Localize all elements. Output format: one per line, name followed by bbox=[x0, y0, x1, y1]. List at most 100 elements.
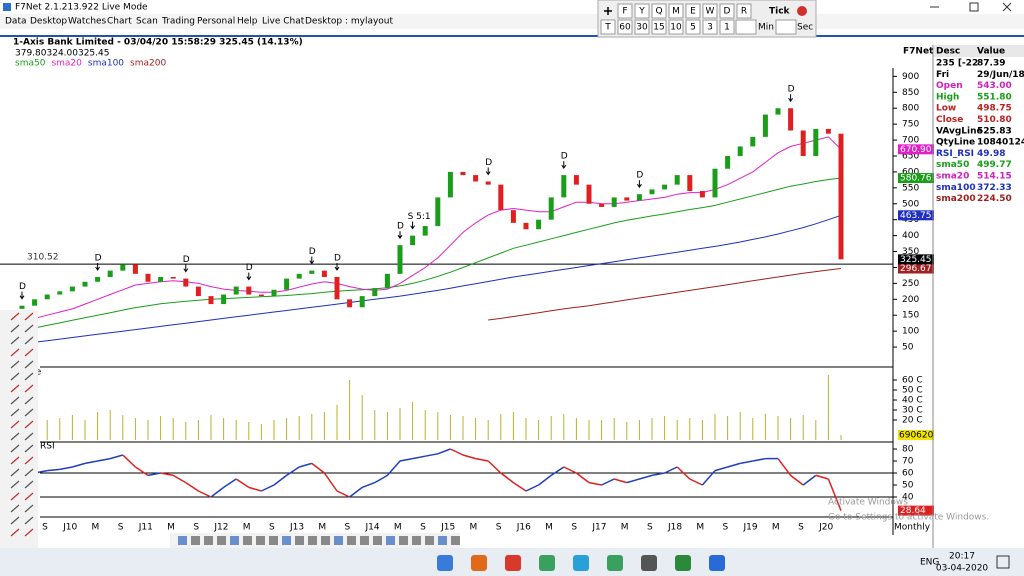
y-tick-label: 750 bbox=[902, 120, 919, 130]
tick-button[interactable]: Tick bbox=[769, 7, 791, 17]
period-button[interactable] bbox=[685, 19, 701, 35]
drawing-tool[interactable] bbox=[10, 396, 34, 405]
min-input[interactable] bbox=[735, 19, 757, 35]
notification[interactable] bbox=[996, 555, 1010, 569]
candle bbox=[548, 197, 554, 220]
chart-tool[interactable] bbox=[256, 536, 265, 545]
drawing-tool[interactable] bbox=[10, 384, 34, 393]
period-button[interactable] bbox=[600, 19, 616, 35]
price-marker-label: 670.90 bbox=[900, 145, 932, 155]
drawing-tool[interactable] bbox=[10, 336, 34, 345]
chart-tool[interactable] bbox=[282, 536, 291, 545]
chart-tool[interactable] bbox=[321, 536, 330, 545]
menu-item[interactable]: Scan bbox=[136, 17, 158, 27]
chart-tool[interactable] bbox=[191, 536, 200, 545]
period-button[interactable] bbox=[617, 19, 633, 35]
chart-tool[interactable] bbox=[269, 536, 278, 545]
sec-input[interactable] bbox=[775, 19, 797, 35]
close-toolbar[interactable] bbox=[797, 6, 807, 16]
period-button[interactable] bbox=[702, 3, 718, 19]
taskbar-app[interactable] bbox=[641, 555, 657, 571]
menu-item[interactable]: Trading bbox=[161, 17, 195, 27]
chart-tool[interactable] bbox=[230, 536, 239, 545]
x-tick-label: M bbox=[92, 523, 100, 533]
drawing-tool[interactable] bbox=[10, 432, 34, 441]
sec-label: Sec bbox=[797, 23, 813, 33]
period-button[interactable] bbox=[668, 19, 684, 35]
drawing-tool[interactable] bbox=[10, 504, 34, 513]
candle bbox=[725, 155, 731, 169]
maximize[interactable] bbox=[969, 2, 979, 12]
taskbar-app[interactable] bbox=[573, 555, 589, 571]
menu-item[interactable]: Desktop : mylayout bbox=[305, 17, 394, 27]
drawing-tool[interactable] bbox=[10, 348, 34, 357]
chart-tool[interactable] bbox=[334, 536, 343, 545]
period-button[interactable] bbox=[736, 3, 752, 19]
chart-tool[interactable] bbox=[373, 536, 382, 545]
period-button[interactable] bbox=[634, 19, 650, 35]
chart-tool[interactable] bbox=[243, 536, 252, 545]
drawing-tool[interactable] bbox=[10, 468, 34, 477]
drawing-tool[interactable] bbox=[10, 360, 34, 369]
x-tick-label: S bbox=[496, 523, 502, 533]
chart-tool[interactable] bbox=[438, 536, 447, 545]
chart-tool[interactable] bbox=[178, 536, 187, 545]
taskbar-app[interactable] bbox=[471, 555, 487, 571]
drawing-tool[interactable] bbox=[10, 324, 34, 333]
period-button[interactable] bbox=[719, 3, 735, 19]
taskbar-app[interactable] bbox=[607, 555, 623, 571]
period-button[interactable] bbox=[685, 3, 701, 19]
period-button[interactable] bbox=[668, 3, 684, 19]
chart-tool[interactable] bbox=[451, 536, 460, 545]
drawing-tool[interactable] bbox=[10, 312, 34, 321]
drawing-tool[interactable] bbox=[10, 492, 34, 501]
menu-item[interactable]: Help bbox=[237, 17, 258, 27]
period-button[interactable] bbox=[651, 3, 667, 19]
candle bbox=[296, 273, 302, 279]
chart-tool[interactable] bbox=[412, 536, 421, 545]
drawing-tool[interactable] bbox=[10, 528, 34, 537]
drawing-tool[interactable] bbox=[10, 372, 34, 381]
period-button[interactable] bbox=[702, 19, 718, 35]
chart-tool[interactable] bbox=[347, 536, 356, 545]
menu-item[interactable]: Watches bbox=[68, 17, 107, 27]
chart-tool[interactable] bbox=[204, 536, 213, 545]
drawing-tool[interactable] bbox=[10, 408, 34, 417]
drawing-tool[interactable] bbox=[10, 420, 34, 429]
drawing-tool[interactable] bbox=[10, 456, 34, 465]
taskbar-app[interactable] bbox=[709, 555, 725, 571]
event-label: D bbox=[19, 282, 26, 292]
chart-tool[interactable] bbox=[295, 536, 304, 545]
chart-tool[interactable] bbox=[308, 536, 317, 545]
menu-item[interactable]: Chart bbox=[107, 17, 132, 27]
period-button-label: 10 bbox=[670, 23, 682, 33]
y-tick-label: 350 bbox=[902, 247, 919, 257]
info-desc: RSI_RSI bbox=[936, 149, 974, 159]
event-arrowhead bbox=[334, 266, 340, 271]
candle bbox=[284, 278, 290, 290]
rsi-segment bbox=[651, 472, 665, 477]
chart-tool[interactable] bbox=[386, 536, 395, 545]
chart-tool[interactable] bbox=[217, 536, 226, 545]
drawing-tool[interactable] bbox=[10, 444, 34, 453]
taskbar-app[interactable] bbox=[539, 555, 555, 571]
chart-tool[interactable] bbox=[360, 536, 369, 545]
x-tick-label: S bbox=[269, 523, 275, 533]
drawing-tool[interactable] bbox=[10, 480, 34, 489]
taskbar-app[interactable] bbox=[505, 555, 521, 571]
period-button[interactable] bbox=[634, 3, 650, 19]
menu-item[interactable]: Live Chat bbox=[262, 17, 305, 27]
menu-item[interactable]: Data bbox=[5, 17, 27, 27]
menu-item[interactable]: Desktop bbox=[30, 17, 67, 27]
candle bbox=[699, 191, 705, 198]
drawing-tool[interactable] bbox=[10, 516, 34, 525]
taskbar-app[interactable] bbox=[675, 555, 691, 571]
chart-tool[interactable] bbox=[399, 536, 408, 545]
period-button[interactable] bbox=[651, 19, 667, 35]
menu-item[interactable]: Personal bbox=[197, 17, 235, 27]
taskbar-app[interactable] bbox=[437, 555, 453, 571]
period-button[interactable] bbox=[719, 19, 735, 35]
candle bbox=[422, 226, 428, 236]
chart-tool[interactable] bbox=[425, 536, 434, 545]
period-button[interactable] bbox=[617, 3, 633, 19]
